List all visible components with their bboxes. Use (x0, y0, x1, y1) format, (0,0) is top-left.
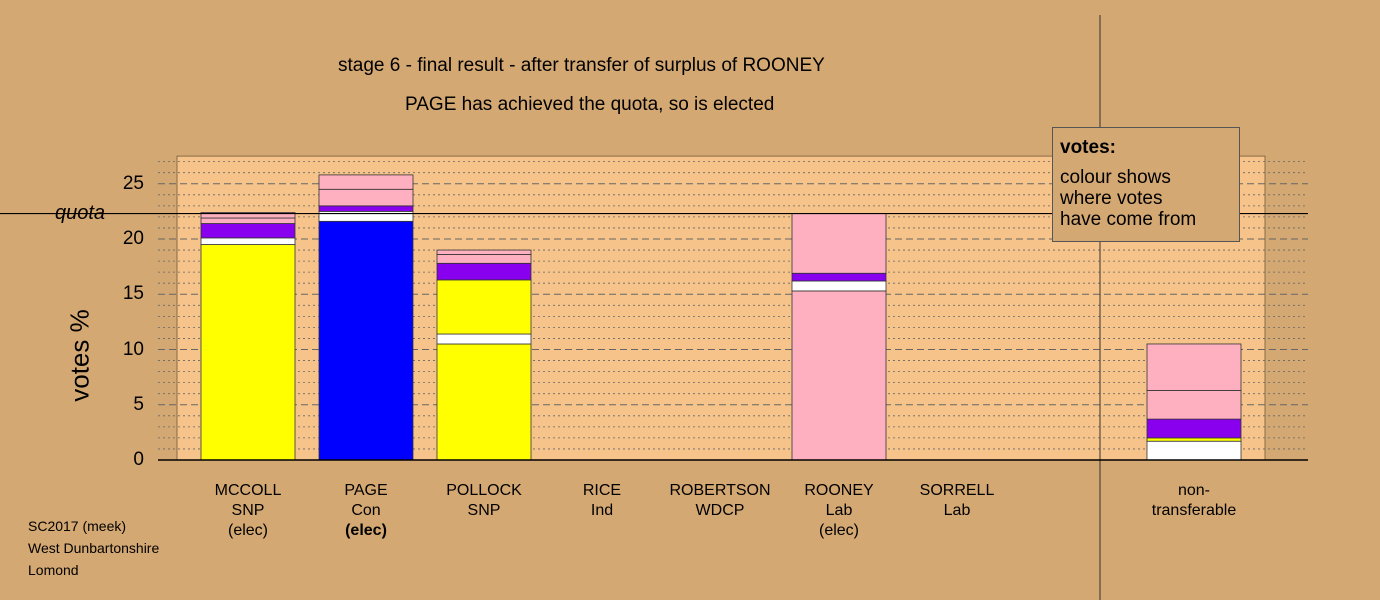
candidate-party: Lab (943, 502, 971, 519)
candidate-label: POLLOCK SNP (419, 481, 549, 521)
candidate-party: SNP (467, 502, 501, 519)
chart-subtitle: PAGE has achieved the quota, so is elect… (405, 94, 775, 115)
bar-segment (1146, 343, 1242, 391)
bar-segment (200, 244, 296, 461)
bar-segment (436, 254, 532, 264)
bar-segment (318, 174, 414, 190)
y-tick-label: 20 (122, 228, 144, 249)
candidate-label: MCCOLL SNP (elec) (183, 481, 313, 541)
candidate-status: (elec) (818, 522, 859, 539)
legend-line: colour shows (1060, 167, 1171, 188)
candidate-name: PAGE (344, 482, 388, 499)
quota-label: quota (55, 202, 106, 224)
legend-line: where votes (1060, 188, 1163, 209)
y-tick-label: 15 (122, 283, 144, 305)
bar-segment (791, 213, 887, 274)
footer-line: SC2017 (meek) (28, 518, 127, 534)
bar-segment (436, 279, 532, 335)
candidate-name: non- (1177, 482, 1211, 499)
candidate-name: RICE (582, 482, 622, 499)
y-tick-label: 0 (133, 449, 144, 470)
bar-segment (200, 212, 296, 219)
candidate-label: PAGE Con (elec) (301, 481, 431, 541)
bar-segment (791, 272, 887, 282)
chart-title: stage 6 - final result - after transfer … (338, 55, 825, 76)
legend-box: votes: colour shows where votes have com… (1052, 127, 1240, 242)
bar-segment (200, 217, 296, 224)
candidate-party: Con (351, 502, 381, 519)
bar-segment (436, 333, 532, 345)
candidate-label: SORRELL Lab (892, 481, 1022, 521)
bar-segment (1146, 440, 1242, 461)
candidate-status: (elec) (345, 522, 387, 539)
legend-line: have come from (1060, 209, 1197, 230)
candidate-party: transferable (1151, 502, 1237, 519)
candidate-name: ROONEY (804, 482, 874, 499)
y-tick-label: 10 (122, 338, 144, 360)
y-axis-label: votes % (64, 309, 95, 402)
candidate-name: ROBERTSON (669, 482, 771, 499)
bar-segment (318, 220, 414, 461)
candidate-name: POLLOCK (446, 482, 522, 499)
y-tick-label: 5 (133, 393, 144, 415)
bar-segment (200, 237, 296, 245)
candidate-party: Ind (590, 502, 614, 519)
candidate-party: Lab (825, 502, 853, 519)
candidate-name: SORRELL (919, 482, 995, 499)
bar-segment (436, 262, 532, 281)
bar-segment (318, 205, 414, 212)
candidate-party: WDCP (695, 502, 745, 519)
candidate-status: (elec) (227, 522, 268, 539)
candidate-label: ROBERTSON WDCP (655, 481, 785, 521)
bar-segment (200, 223, 296, 239)
legend-title: votes: (1060, 137, 1116, 158)
bar-segment (1146, 437, 1242, 442)
footer-line: Lomond (28, 562, 79, 578)
footer: SC2017 (meek) West Dunbartonshire Lomond (28, 515, 159, 581)
y-tick-label: 25 (122, 172, 144, 194)
candidate-party: SNP (231, 502, 265, 519)
candidate-label: ROONEY Lab (elec) (774, 481, 904, 541)
candidate-name: MCCOLL (214, 482, 282, 499)
bar-segment (436, 249, 532, 255)
candidate-label: non-transferable (1129, 481, 1259, 521)
bar-segment (318, 210, 414, 222)
bar-segment (318, 188, 414, 207)
bar-segment (1146, 418, 1242, 439)
bar-segment (436, 343, 532, 461)
footer-line: West Dunbartonshire (28, 540, 160, 556)
candidate-label: RICE Ind (537, 481, 667, 521)
bar-segment (1146, 389, 1242, 420)
bar-segment (791, 290, 887, 461)
bar-segment (791, 280, 887, 292)
